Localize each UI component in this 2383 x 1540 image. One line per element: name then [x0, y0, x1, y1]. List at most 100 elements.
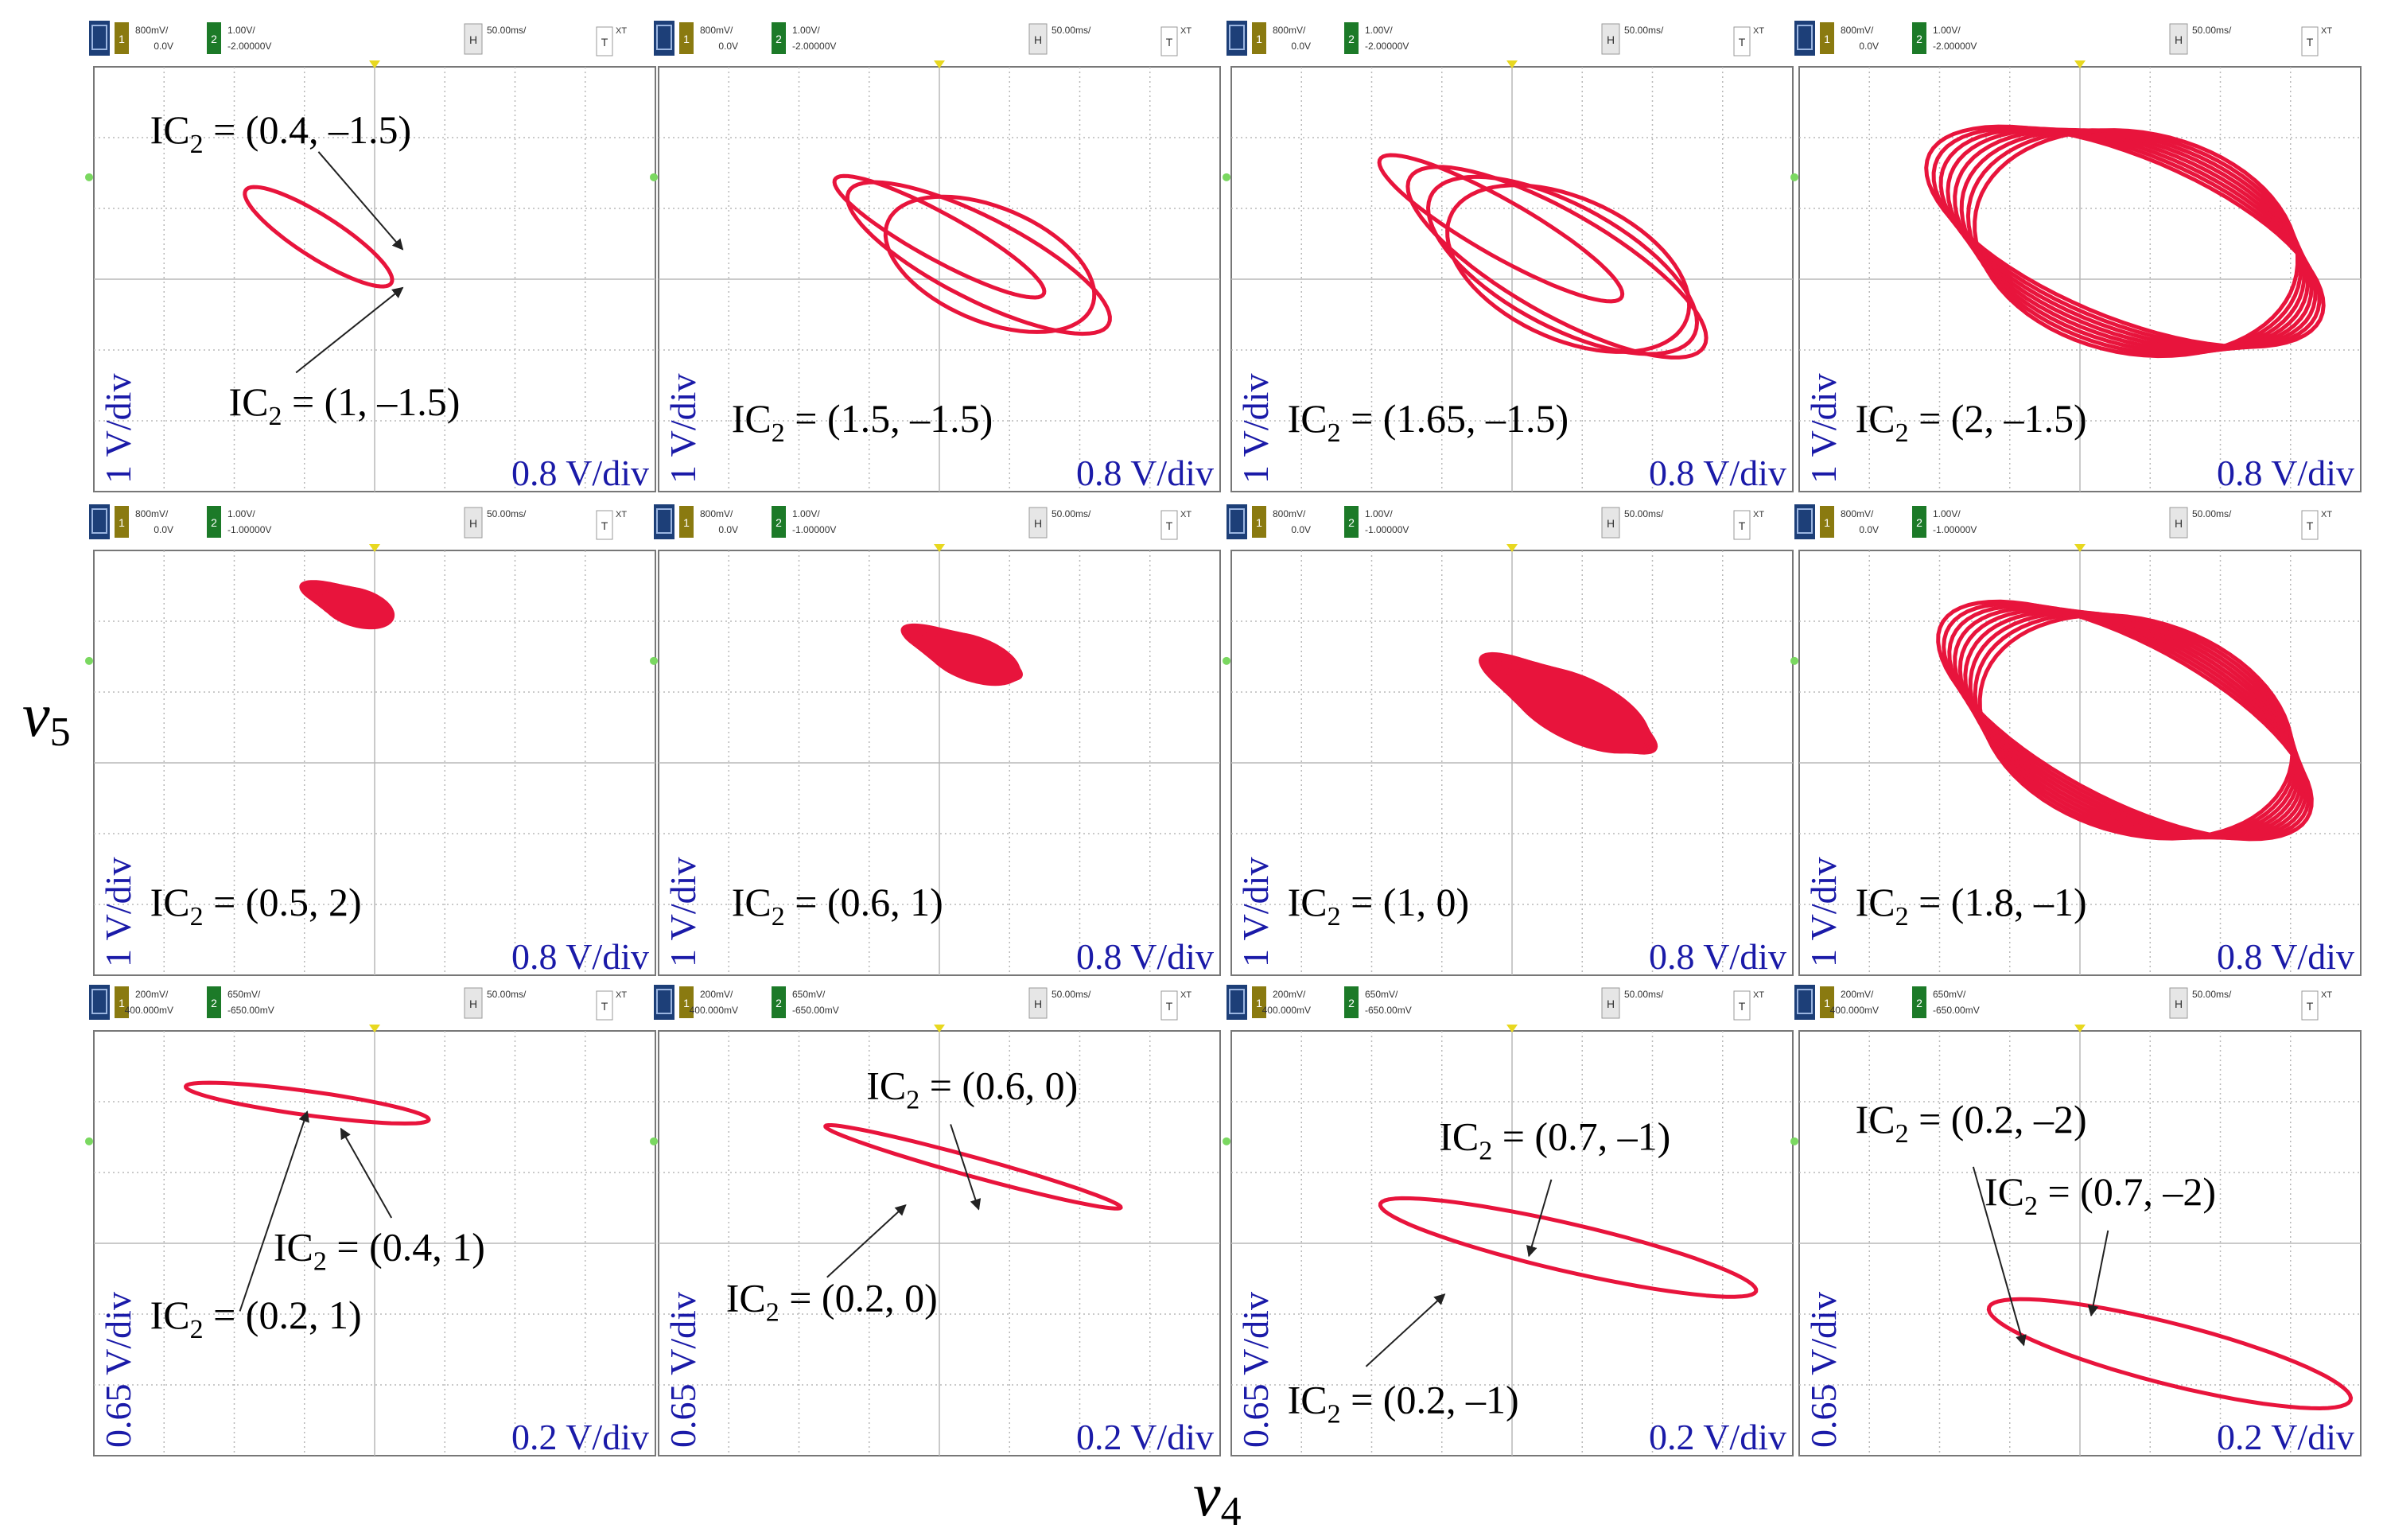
horizontal-button-label: H: [1034, 33, 1042, 46]
trigger-button[interactable]: [1160, 510, 1178, 540]
horizontal-button[interactable]: [1601, 987, 1620, 1019]
channel2-icon[interactable]: [1912, 506, 1926, 538]
trigger-button[interactable]: [2301, 990, 2319, 1021]
ic-annotation: IC2 = (0.7, –1): [1439, 1114, 1670, 1166]
channel1-scale: 800mV/: [700, 508, 733, 519]
channel1-icon[interactable]: [115, 22, 129, 54]
trigger-button[interactable]: [596, 990, 613, 1021]
channel2-icon[interactable]: [772, 986, 786, 1018]
scope-menu-icon-frame: [91, 25, 107, 50]
horizontal-button[interactable]: [1028, 507, 1048, 539]
trigger-button[interactable]: [1160, 990, 1178, 1021]
channel1-offset: 0.0V: [718, 41, 738, 52]
attractor-trace: [1973, 612, 2296, 840]
timebase-value: 50.00ms/: [1052, 989, 1091, 1000]
channel2-icon[interactable]: [1344, 22, 1359, 54]
attractor-trace: [1965, 128, 2303, 356]
horizontal-button[interactable]: [464, 23, 483, 55]
channel1-icon[interactable]: [679, 506, 694, 538]
trigger-button-label: T: [1739, 519, 1746, 532]
ground-marker-icon: [85, 1137, 93, 1145]
ic-annotation: IC2 = (1, –1.5): [228, 379, 460, 431]
channel1-icon[interactable]: [1252, 22, 1266, 54]
ground-marker-icon: [1790, 1137, 1798, 1145]
ic-annotation-value: = (0.7, –1): [1492, 1114, 1670, 1159]
horizontal-button[interactable]: [464, 507, 483, 539]
horizontal-button[interactable]: [2169, 507, 2188, 539]
display-mode: XT: [1753, 510, 1764, 519]
channel2-scale: 1.00V/: [227, 508, 255, 519]
horizontal-button[interactable]: [464, 987, 483, 1019]
channel1-icon[interactable]: [115, 986, 129, 1018]
channel1-icon[interactable]: [115, 506, 129, 538]
horizontal-button[interactable]: [1601, 23, 1620, 55]
channel2-icon[interactable]: [772, 22, 786, 54]
attractor-trace: [1947, 604, 2308, 840]
channel2-icon[interactable]: [207, 22, 221, 54]
y-scale-label: 1 V/div: [1803, 858, 1844, 967]
channel1-offset: 400.000mV: [1830, 1005, 1879, 1016]
ic-annotation: IC2 = (0.2, 1): [150, 1293, 362, 1344]
channel2-offset: -650.00mV: [1933, 1005, 1980, 1016]
annotation-arrow: [2087, 1230, 2109, 1317]
ic-annotation-main: IC: [228, 379, 268, 424]
ic-annotation-value: = (0.5, 2): [204, 880, 362, 924]
channel2-number: 2: [1348, 997, 1355, 1009]
trigger-button[interactable]: [1733, 510, 1751, 540]
attractor-trace: [1959, 128, 2307, 355]
scope-panel: 1 800mV/0.0V 2 1.00V/ -1.00000V H 50.00ms/T XT 1…: [650, 504, 1221, 977]
channel2-icon[interactable]: [772, 506, 786, 538]
ic-annotation-value: = (1, –1.5): [282, 379, 460, 424]
horizontal-button[interactable]: [1028, 987, 1048, 1019]
scope-panel: 1 200mV/400.000mV 2 650mV/ -650.00mV H 50.00ms…: [650, 985, 1221, 1457]
trigger-button[interactable]: [596, 26, 613, 56]
channel2-icon[interactable]: [1344, 506, 1359, 538]
ic-annotation-main: IC: [1856, 396, 1895, 441]
horizontal-button[interactable]: [2169, 987, 2188, 1019]
channel1-scale: 200mV/: [1841, 989, 1874, 1000]
attractor-trace: [1924, 124, 2326, 349]
ground-marker-icon: [650, 1137, 658, 1145]
channel1-offset: 0.0V: [718, 524, 738, 535]
channel1-icon[interactable]: [1820, 506, 1834, 538]
channel2-scale: 1.00V/: [792, 508, 820, 519]
channel1-offset: 0.0V: [1291, 524, 1311, 535]
horizontal-button[interactable]: [1028, 23, 1048, 55]
channel1-icon[interactable]: [1252, 986, 1266, 1018]
display-mode: XT: [616, 990, 627, 1000]
ic-annotation-main: IC: [1985, 1169, 2024, 1214]
channel1-icon[interactable]: [1252, 506, 1266, 538]
trigger-button[interactable]: [2301, 26, 2319, 56]
trigger-button[interactable]: [596, 510, 613, 540]
attractor-trace: [321, 586, 395, 630]
attractor-trace: [1957, 607, 2303, 840]
scope-menu-icon-frame: [656, 25, 672, 50]
channel1-icon[interactable]: [679, 22, 694, 54]
channel1-icon[interactable]: [679, 986, 694, 1018]
scope-menu-icon-frame: [656, 989, 672, 1014]
channel2-icon[interactable]: [207, 986, 221, 1018]
channel2-icon[interactable]: [1344, 986, 1359, 1018]
trigger-button[interactable]: [1733, 26, 1751, 56]
ic-annotation-sub: 2: [313, 1246, 327, 1276]
channel2-icon[interactable]: [1912, 22, 1926, 54]
channel1-icon[interactable]: [1820, 22, 1834, 54]
ic-annotation-sub: 2: [772, 902, 785, 931]
channel2-icon[interactable]: [1912, 986, 1926, 1018]
ic-annotation: IC2 = (2, –1.5): [1856, 396, 2087, 448]
ic-annotation-sub: 2: [1895, 902, 1909, 931]
channel2-icon[interactable]: [207, 506, 221, 538]
horizontal-button[interactable]: [2169, 23, 2188, 55]
display-mode: XT: [1753, 990, 1764, 1000]
y-scale-label: 1 V/div: [1235, 374, 1276, 484]
ic-annotation-value: = (1.5, –1.5): [785, 396, 993, 441]
trigger-button[interactable]: [2301, 510, 2319, 540]
annotation-arrow: [239, 1110, 309, 1312]
horizontal-button-label: H: [2175, 517, 2183, 530]
ic-annotation-main: IC: [1288, 880, 1328, 924]
attractor-trace: [832, 173, 1047, 300]
channel1-icon[interactable]: [1820, 986, 1834, 1018]
horizontal-button[interactable]: [1601, 507, 1620, 539]
trigger-button[interactable]: [1160, 26, 1178, 56]
trigger-button[interactable]: [1733, 990, 1751, 1021]
